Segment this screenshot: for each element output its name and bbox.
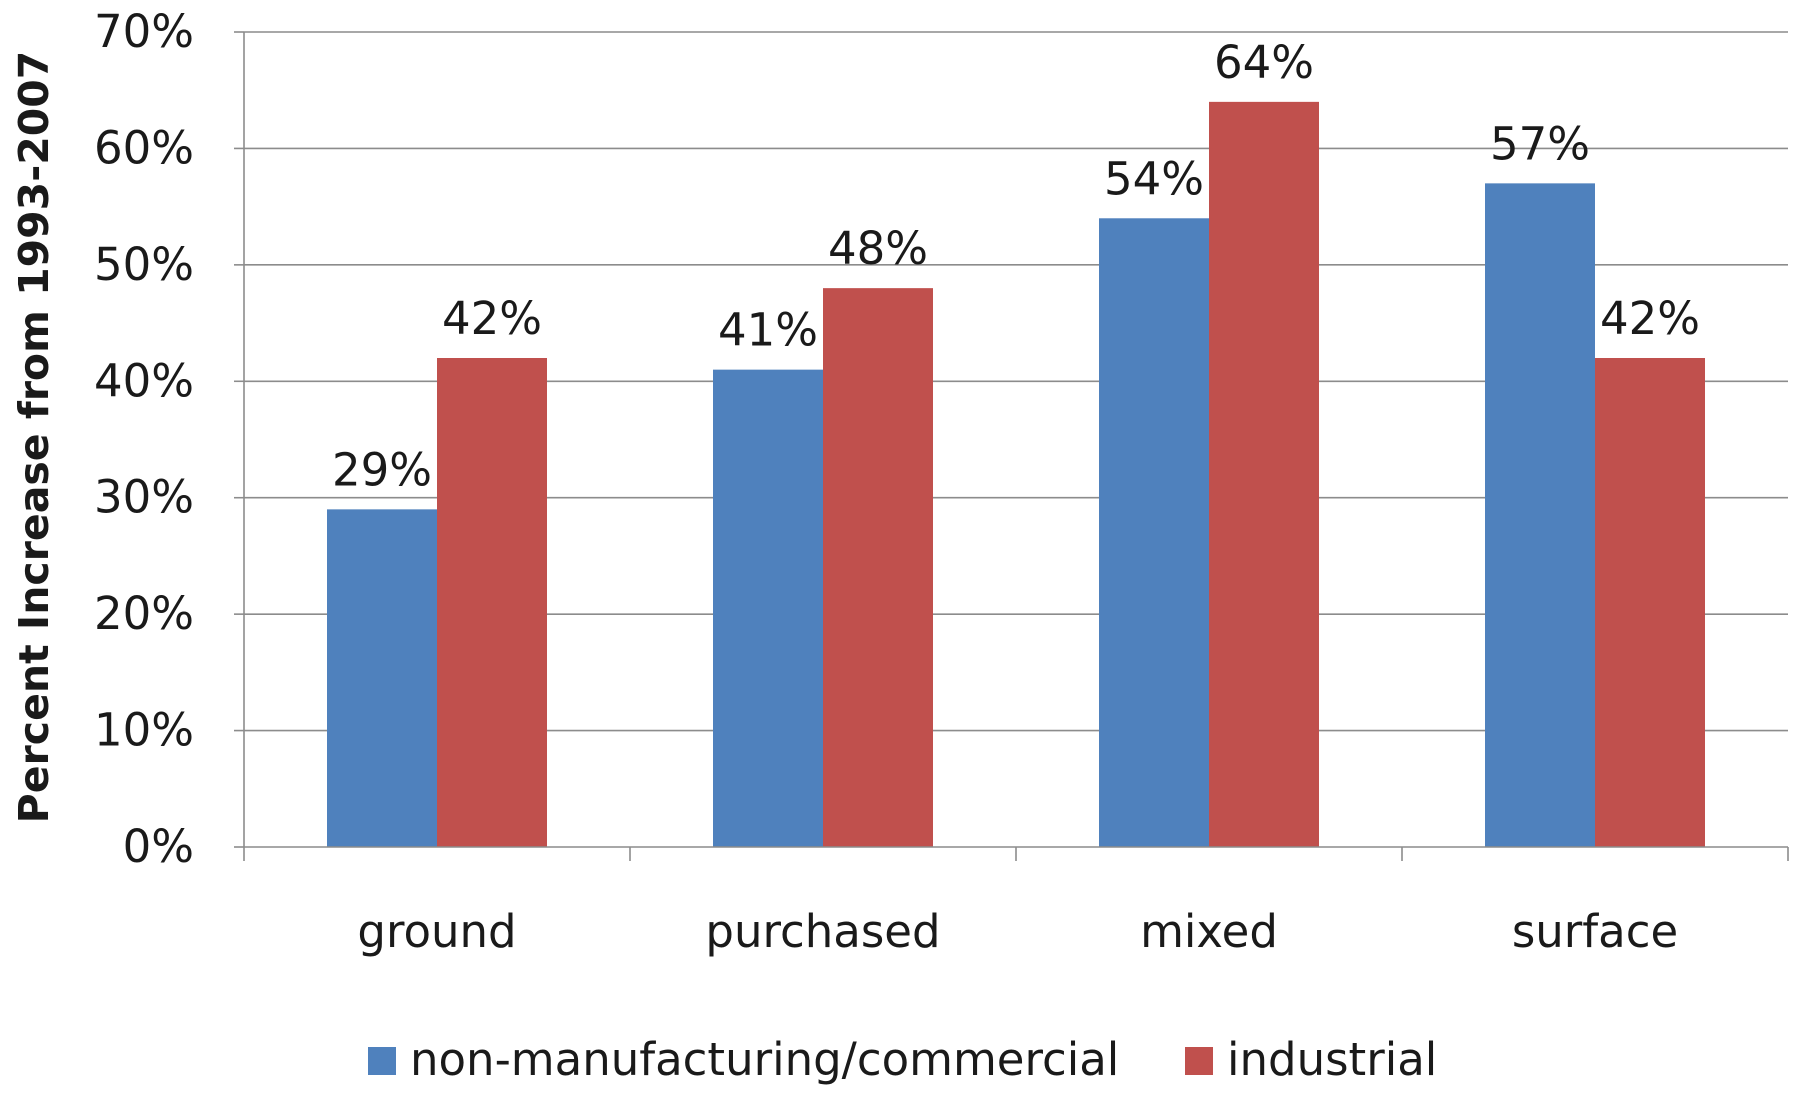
y-tick-label-4: 40% [94, 354, 194, 407]
x-tick-label-surface: surface [1512, 905, 1678, 958]
y-tick-label-1: 10% [94, 704, 194, 757]
bar-surface-industrial [1595, 358, 1705, 847]
bars [327, 101, 1705, 848]
data-label-purchased-non-manufacturing: 41% [718, 304, 818, 357]
legend-label-non-manufacturing: non-manufacturing/commercial [410, 1033, 1119, 1086]
data-label-ground-industrial: 42% [442, 292, 542, 345]
y-tick-label-7: 70% [94, 5, 194, 58]
x-tick-label-purchased: purchased [705, 905, 940, 958]
legend-swatch-non-manufacturing [368, 1047, 396, 1075]
data-label-mixed-non-manufacturing: 54% [1104, 152, 1204, 205]
y-tick-label-2: 20% [94, 587, 194, 640]
bar-purchased-non-manufacturing [713, 369, 823, 847]
data-label-mixed-industrial: 64% [1214, 36, 1314, 89]
y-axis-title: Percent Increase from 1993-2007 [10, 51, 58, 824]
y-tick-label-0: 0% [123, 820, 194, 873]
bar-ground-non-manufacturing [327, 509, 437, 847]
legend: non-manufacturing/commercial industrial [368, 1033, 1437, 1086]
bar-mixed-industrial [1209, 101, 1319, 848]
y-tick-label-6: 60% [94, 121, 194, 174]
data-label-purchased-industrial: 48% [828, 222, 928, 275]
y-tick-labels: 0% 10% 20% 30% 40% 50% 60% 70% [94, 5, 194, 873]
data-label-surface-non-manufacturing: 57% [1490, 117, 1590, 170]
bar-purchased-industrial [823, 288, 933, 848]
y-tick-label-5: 50% [94, 238, 194, 291]
axes [234, 31, 1789, 861]
data-label-ground-non-manufacturing: 29% [332, 443, 432, 496]
x-tick-label-mixed: mixed [1140, 905, 1278, 958]
bar-mixed-non-manufacturing [1099, 218, 1209, 848]
data-labels: 29% 42% 41%48% 54% 64% 57% 42% [332, 36, 1700, 497]
y-tick-label-3: 30% [94, 471, 194, 524]
x-tick-labels: ground purchased mixed surface [357, 905, 1678, 958]
legend-swatch-industrial [1185, 1047, 1213, 1075]
x-tick-label-ground: ground [357, 905, 516, 958]
bar-ground-industrial [437, 358, 547, 847]
data-label-surface-industrial: 42% [1600, 292, 1700, 345]
legend-label-industrial: industrial [1227, 1033, 1437, 1086]
bar-surface-non-manufacturing [1485, 183, 1595, 847]
